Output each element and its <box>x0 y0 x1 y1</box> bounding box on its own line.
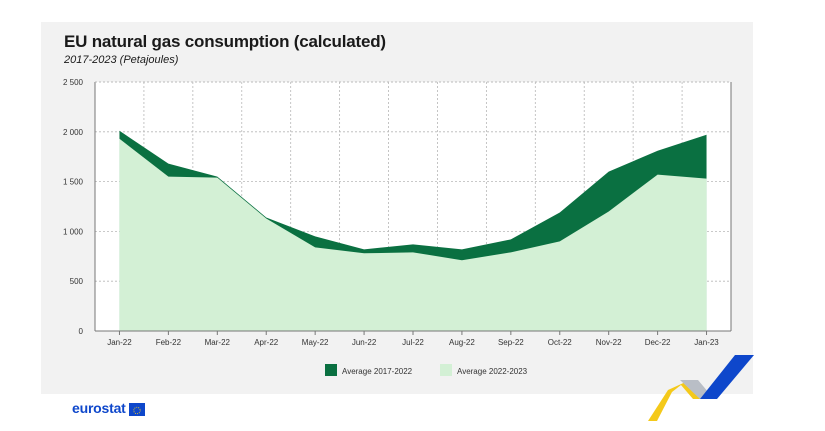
x-tick-label: Sep-22 <box>498 338 524 347</box>
x-tick-label: Jun-22 <box>352 338 377 347</box>
chart-subtitle: 2017-2023 (Petajoules) <box>64 54 179 66</box>
legend-label: Average 2017-2022 <box>342 367 413 376</box>
x-tick-label: Jul-22 <box>402 338 424 347</box>
y-tick-label: 500 <box>70 277 84 286</box>
legend-label: Average 2022-2023 <box>457 367 528 376</box>
y-tick-label: 0 <box>79 327 84 336</box>
legend-swatch <box>440 364 452 376</box>
area-series-average-2022-2023 <box>119 138 707 331</box>
x-tick-label: Aug-22 <box>449 338 475 347</box>
chart-title: EU natural gas consumption (calculated) <box>64 32 386 51</box>
x-tick-label: Apr-22 <box>254 338 279 347</box>
x-tick-label: Dec-22 <box>645 338 671 347</box>
legend-swatch <box>325 364 337 376</box>
ribbon-yellow <box>648 380 701 421</box>
ribbon-blue <box>700 355 754 399</box>
y-tick-label: 1 500 <box>63 178 84 187</box>
x-tick-label: Oct-22 <box>548 338 573 347</box>
y-tick-label: 1 000 <box>63 227 84 236</box>
x-tick-label: May-22 <box>302 338 329 347</box>
eu-flag-icon <box>128 402 145 416</box>
x-tick-label: Jan-23 <box>694 338 719 347</box>
x-tick-label: Mar-22 <box>205 338 231 347</box>
logo-text: eurostat <box>72 400 126 416</box>
y-tick-label: 2 000 <box>63 128 84 137</box>
y-tick-label: 2 500 <box>63 78 84 87</box>
eurostat-logo[interactable]: eurostat <box>72 400 145 416</box>
x-tick-label: Feb-22 <box>156 338 182 347</box>
x-tick-label: Jan-22 <box>107 338 132 347</box>
x-tick-label: Nov-22 <box>596 338 622 347</box>
